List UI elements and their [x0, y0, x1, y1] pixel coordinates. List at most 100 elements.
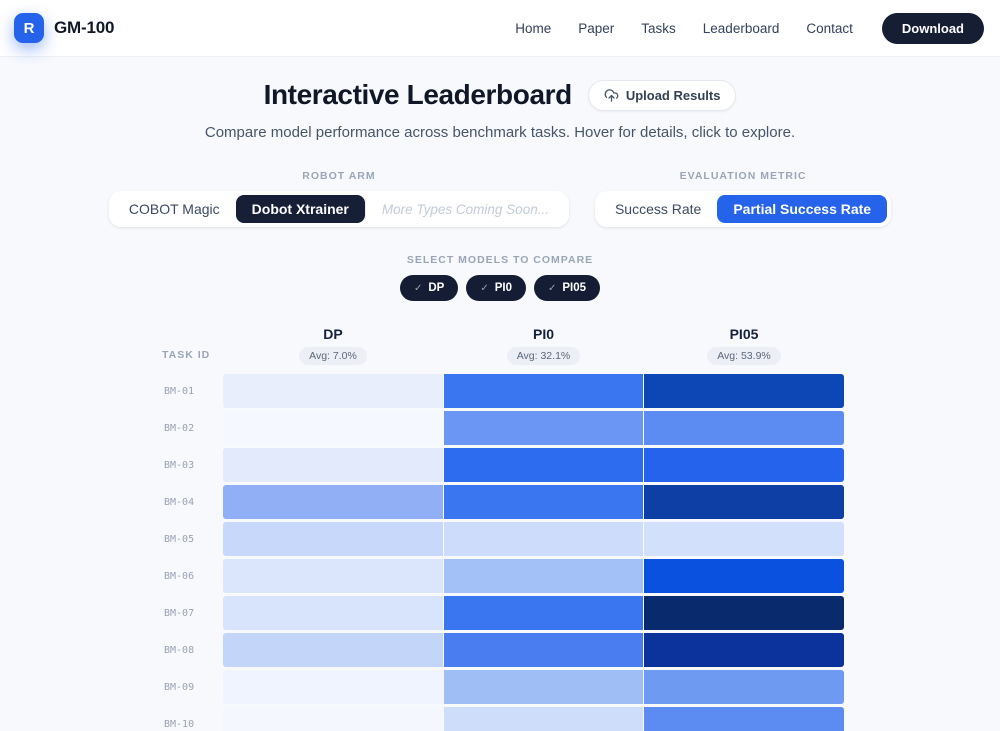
- table-row: BM-06: [156, 559, 844, 593]
- task-id-label: BM-02: [164, 422, 195, 434]
- heatmap-cell-bm-05-pi0[interactable]: [444, 522, 643, 556]
- heatmap-cell-bm-02-dp[interactable]: [223, 411, 443, 445]
- heatmap-cell-bm-06-dp[interactable]: [223, 559, 443, 593]
- evaluation-metric-group: Evaluation Metric Success Rate Partial S…: [594, 170, 892, 227]
- model-toggle-dp[interactable]: ✓ DP: [399, 275, 459, 301]
- logo-icon: R: [14, 13, 44, 43]
- heatmap-cell-bm-03-pi05[interactable]: [644, 448, 844, 482]
- check-icon: ✓: [547, 282, 557, 294]
- task-id-label: BM-04: [164, 496, 195, 508]
- heatmap-cell-bm-08-dp[interactable]: [223, 633, 443, 667]
- heatmap-cell-bm-10-pi0[interactable]: [444, 707, 643, 731]
- table-row: BM-09: [156, 670, 844, 704]
- column-header-dp: DP Avg: 7.0%: [223, 326, 443, 365]
- task-id-label: BM-08: [164, 644, 195, 656]
- nav-item-home[interactable]: Home: [515, 20, 552, 36]
- heatmap-cell-bm-07-pi0[interactable]: [444, 596, 643, 630]
- column-name: DP: [323, 326, 343, 342]
- heatmap-cell-bm-06-pi05[interactable]: [644, 559, 844, 593]
- model-pill-label: DP: [428, 282, 445, 294]
- heatmap-cell-bm-10-dp[interactable]: [223, 707, 443, 731]
- page-subtitle: Compare model performance across benchma…: [204, 124, 796, 141]
- task-id-label: BM-09: [164, 681, 195, 693]
- model-select-section: Select Models to Compare ✓ DP ✓ PI0 ✓ PI…: [0, 254, 1000, 301]
- heatmap-cell-bm-01-dp[interactable]: [223, 374, 443, 408]
- nav-item-paper[interactable]: Paper: [578, 20, 615, 36]
- robot-arm-option-cobot-magic[interactable]: COBOT Magic: [113, 195, 236, 223]
- heatmap-cell-bm-10-pi05[interactable]: [644, 707, 844, 731]
- model-toggle-pi0[interactable]: ✓ PI0: [466, 275, 526, 301]
- heatmap-cell-bm-07-dp[interactable]: [223, 596, 443, 630]
- leaderboard-heatmap: Task ID DP Avg: 7.0% PI0 Avg: 32.1% PI05…: [156, 326, 844, 731]
- model-pill-label: PI05: [562, 282, 587, 294]
- robot-arm-option-dobot-xtrainer[interactable]: Dobot Xtrainer: [235, 195, 365, 223]
- robot-arm-option-coming-soon: More Types Coming Soon...: [366, 196, 565, 223]
- column-header-pi05: PI05 Avg: 53.9%: [644, 326, 844, 365]
- heatmap-cell-bm-01-pi05[interactable]: [644, 374, 844, 408]
- heatmap-cell-bm-03-pi0[interactable]: [444, 448, 643, 482]
- column-name: PI0: [532, 326, 554, 342]
- model-select-label: Select Models to Compare: [406, 254, 594, 266]
- model-pill-label: PI0: [494, 282, 512, 294]
- model-pills: ✓ DP ✓ PI0 ✓ PI05: [399, 275, 601, 301]
- heatmap-cell-bm-04-pi0[interactable]: [444, 485, 643, 519]
- table-row: BM-07: [156, 596, 844, 630]
- heatmap-cell-bm-09-pi05[interactable]: [644, 670, 844, 704]
- heatmap-header-row: Task ID DP Avg: 7.0% PI0 Avg: 32.1% PI05…: [156, 326, 844, 365]
- robot-arm-label: Robot Arm: [302, 170, 376, 182]
- heatmap-cell-bm-02-pi0[interactable]: [444, 411, 643, 445]
- heatmap-cell-bm-03-dp[interactable]: [223, 448, 443, 482]
- heatmap-cell-bm-04-pi05[interactable]: [644, 485, 844, 519]
- table-row: BM-08: [156, 633, 844, 667]
- table-row: BM-02: [156, 411, 844, 445]
- heatmap-cell-bm-09-pi0[interactable]: [444, 670, 643, 704]
- nav-item-contact[interactable]: Contact: [806, 20, 853, 36]
- segment-divider: [364, 199, 366, 219]
- metric-segmented-control: Success Rate Partial Success Rate: [594, 191, 892, 227]
- nav-item-leaderboard[interactable]: Leaderboard: [702, 20, 780, 36]
- main-nav: Home Paper Tasks Leaderboard Contact Dow…: [515, 12, 984, 44]
- metric-option-partial-success-rate[interactable]: Partial Success Rate: [717, 195, 888, 223]
- heatmap-cell-bm-01-pi0[interactable]: [444, 374, 643, 408]
- task-id-label: BM-03: [164, 459, 195, 471]
- heatmap-cell-bm-06-pi0[interactable]: [444, 559, 643, 593]
- table-row: BM-05: [156, 522, 844, 556]
- table-row: BM-10: [156, 707, 844, 731]
- upload-results-label: Upload Results: [625, 87, 721, 103]
- heatmap-cell-bm-04-dp[interactable]: [223, 485, 443, 519]
- task-id-label: BM-01: [164, 385, 195, 397]
- task-id-label: BM-10: [164, 718, 195, 730]
- column-header-pi0: PI0 Avg: 32.1%: [444, 326, 643, 365]
- heatmap-rows: BM-01 BM-02 BM-03 BM-04 BM-05 BM-06 BM-07 BM-08…: [156, 374, 844, 731]
- heatmap-cell-bm-08-pi05[interactable]: [644, 633, 844, 667]
- table-row: BM-04: [156, 485, 844, 519]
- task-id-column-header: Task ID: [162, 349, 211, 361]
- task-id-label: BM-07: [164, 607, 195, 619]
- average-badge: Avg: 53.9%: [707, 347, 781, 365]
- heatmap-cell-bm-02-pi05[interactable]: [644, 411, 844, 445]
- table-row: BM-03: [156, 448, 844, 482]
- upload-results-button[interactable]: Upload Results: [587, 79, 737, 111]
- filter-controls: Robot Arm COBOT Magic Dobot Xtrainer Mor…: [0, 170, 1000, 227]
- average-badge: Avg: 32.1%: [506, 347, 581, 365]
- evaluation-metric-label: Evaluation Metric: [679, 170, 807, 182]
- brand-name: GM-100: [54, 18, 115, 37]
- heatmap-cell-bm-09-dp[interactable]: [223, 670, 443, 704]
- table-row: BM-01: [156, 374, 844, 408]
- metric-option-success-rate[interactable]: Success Rate: [599, 195, 717, 223]
- heatmap-cell-bm-08-pi0[interactable]: [444, 633, 643, 667]
- nav-item-tasks[interactable]: Tasks: [641, 20, 676, 36]
- brand-logo[interactable]: R GM-100: [14, 13, 114, 43]
- model-toggle-pi05[interactable]: ✓ PI05: [533, 275, 601, 301]
- heatmap-cell-bm-07-pi05[interactable]: [644, 596, 844, 630]
- check-icon: ✓: [480, 282, 489, 294]
- heatmap-cell-bm-05-dp[interactable]: [223, 522, 443, 556]
- download-button[interactable]: Download: [881, 12, 984, 44]
- column-name: PI05: [729, 326, 759, 342]
- task-id-label: BM-06: [164, 570, 195, 582]
- heatmap-cell-bm-05-pi05[interactable]: [644, 522, 844, 556]
- robot-arm-group: Robot Arm COBOT Magic Dobot Xtrainer Mor…: [108, 170, 569, 227]
- task-id-label: BM-05: [164, 533, 195, 545]
- cloud-upload-icon: [604, 88, 619, 102]
- page-title: Interactive Leaderboard: [263, 79, 573, 110]
